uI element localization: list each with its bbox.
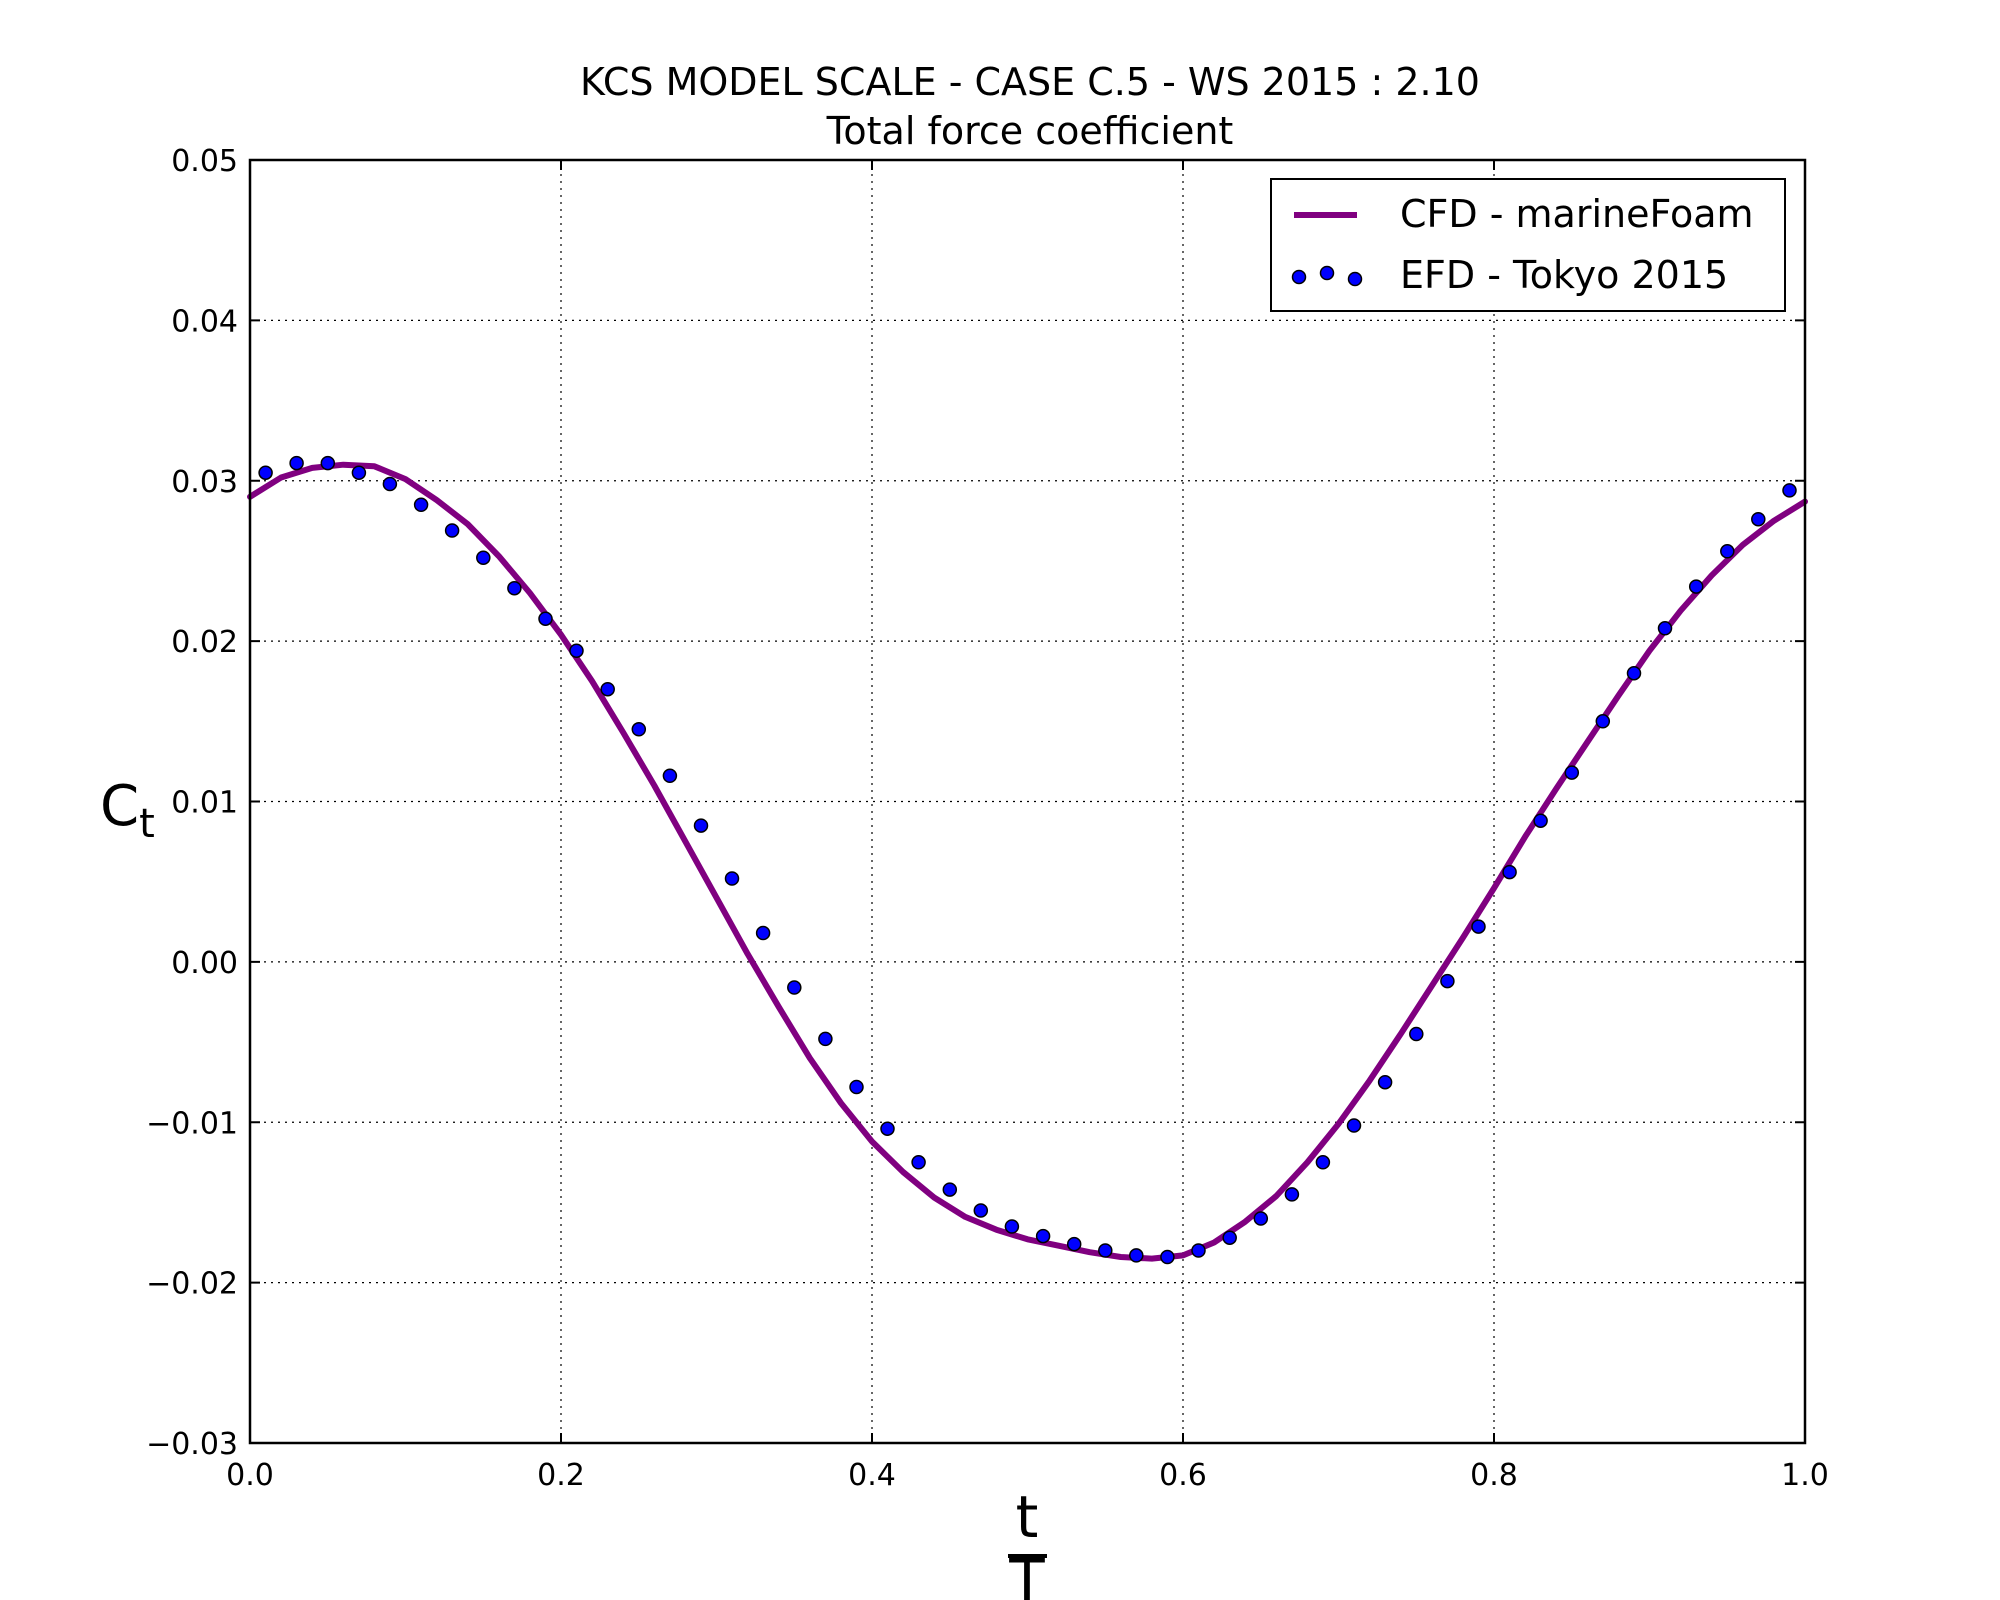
data-point-efd bbox=[1346, 1118, 1362, 1133]
data-point-efd bbox=[662, 768, 678, 784]
x-tick-label: 1.0 bbox=[1781, 1458, 1829, 1493]
data-point-efd bbox=[538, 611, 553, 626]
axis-ticks: 0.0 0.2 0.4 0.6 0.8 1.0 −0.03 −0.02 −0.01 0.00 0.0… bbox=[146, 144, 1829, 1493]
data-point-efd bbox=[631, 722, 647, 737]
data-point-efd bbox=[569, 643, 584, 658]
y-tick-label: 0.05 bbox=[171, 144, 238, 179]
data-point-efd bbox=[724, 871, 740, 886]
legend-marker bbox=[1291, 269, 1307, 285]
x-tick-label: 0.8 bbox=[1470, 1458, 1518, 1493]
data-point-efd bbox=[693, 818, 709, 833]
data-point-efd bbox=[1502, 864, 1517, 880]
data-point-efd bbox=[1471, 919, 1486, 934]
data-point-efd bbox=[1191, 1243, 1206, 1258]
x-axis-label-denominator: T bbox=[1008, 1546, 1045, 1600]
data-point-efd bbox=[1377, 1074, 1393, 1090]
legend-marker bbox=[1319, 265, 1335, 281]
data-point-efd bbox=[1284, 1187, 1300, 1202]
x-axis-label: t T bbox=[1008, 1483, 1047, 1600]
data-point-efd bbox=[1440, 973, 1455, 989]
data-point-efd bbox=[444, 523, 460, 538]
data-point-efd bbox=[1533, 813, 1548, 828]
y-tick-label: 0.04 bbox=[171, 304, 238, 339]
data-point-efd bbox=[1688, 579, 1704, 594]
data-point-efd bbox=[1160, 1249, 1175, 1265]
x-tick-label: 0.6 bbox=[1159, 1458, 1207, 1493]
y-tick-label: −0.03 bbox=[146, 1427, 238, 1462]
data-point-efd bbox=[880, 1121, 895, 1136]
data-point-efd bbox=[1066, 1236, 1082, 1252]
data-point-efd bbox=[1098, 1243, 1113, 1258]
data-point-efd bbox=[351, 465, 367, 480]
data-point-efd bbox=[1253, 1211, 1269, 1226]
legend-marker bbox=[1347, 271, 1363, 287]
y-tick-label: −0.01 bbox=[146, 1106, 238, 1141]
data-point-efd bbox=[849, 1079, 864, 1095]
chart-subtitle: Total force coefficient bbox=[826, 109, 1234, 153]
x-tick-label: 0.4 bbox=[848, 1458, 896, 1493]
data-point-efd bbox=[1564, 765, 1580, 780]
legend-label-efd: EFD - Tokyo 2015 bbox=[1400, 253, 1728, 297]
data-point-efd bbox=[258, 465, 273, 480]
data-point-efd bbox=[1035, 1228, 1051, 1244]
data-point-efd bbox=[1657, 621, 1673, 636]
legend-label-cfd: CFD - marineFoam bbox=[1400, 192, 1754, 236]
y-axis-label: Ct bbox=[100, 774, 155, 847]
chart-title: KCS MODEL SCALE - CASE C.5 - WS 2015 : 2… bbox=[580, 60, 1480, 104]
data-point-efd bbox=[476, 550, 491, 565]
data-point-efd bbox=[1595, 714, 1611, 729]
data-point-efd bbox=[1626, 665, 1642, 681]
data-point-efd bbox=[1720, 544, 1735, 559]
legend-box bbox=[1270, 178, 1786, 312]
y-tick-label: 0.02 bbox=[171, 625, 238, 660]
plot-series bbox=[247, 455, 1808, 1265]
data-point-efd bbox=[1782, 483, 1797, 498]
y-tick-label: 0.03 bbox=[171, 465, 238, 500]
y-tick-label: 0.01 bbox=[171, 786, 238, 821]
x-axis-label-numerator: t bbox=[1016, 1483, 1039, 1551]
y-axis-label-base: C bbox=[100, 774, 139, 839]
y-tick-label: 0.00 bbox=[171, 946, 238, 981]
y-tick-label: −0.02 bbox=[146, 1267, 238, 1302]
y-axis-label-subscript: t bbox=[139, 801, 155, 847]
legend: CFD - marineFoam EFD - Tokyo 2015 bbox=[1270, 178, 1786, 312]
data-point-efd bbox=[911, 1155, 926, 1170]
x-tick-label: 0.2 bbox=[537, 1458, 585, 1493]
data-point-efd bbox=[755, 925, 771, 941]
series-line-cfd bbox=[247, 461, 1808, 1262]
x-tick-label: 0.0 bbox=[226, 1458, 274, 1493]
data-point-efd bbox=[320, 455, 336, 471]
data-point-efd bbox=[600, 681, 615, 697]
data-point-efd bbox=[289, 455, 304, 471]
data-point-efd bbox=[507, 580, 522, 596]
data-point-efd bbox=[1222, 1230, 1237, 1245]
grid-lines bbox=[250, 160, 1805, 1443]
data-point-efd bbox=[942, 1182, 958, 1197]
data-point-efd bbox=[1129, 1248, 1144, 1263]
data-point-efd bbox=[1751, 511, 1766, 527]
data-point-efd bbox=[1004, 1219, 1020, 1234]
data-point-efd bbox=[1409, 1026, 1424, 1042]
data-point-efd bbox=[1315, 1155, 1331, 1170]
data-point-efd bbox=[787, 980, 802, 995]
data-point-efd bbox=[973, 1203, 989, 1218]
data-point-efd bbox=[382, 476, 398, 492]
data-point-efd bbox=[413, 497, 429, 513]
data-point-efd bbox=[818, 1031, 833, 1047]
